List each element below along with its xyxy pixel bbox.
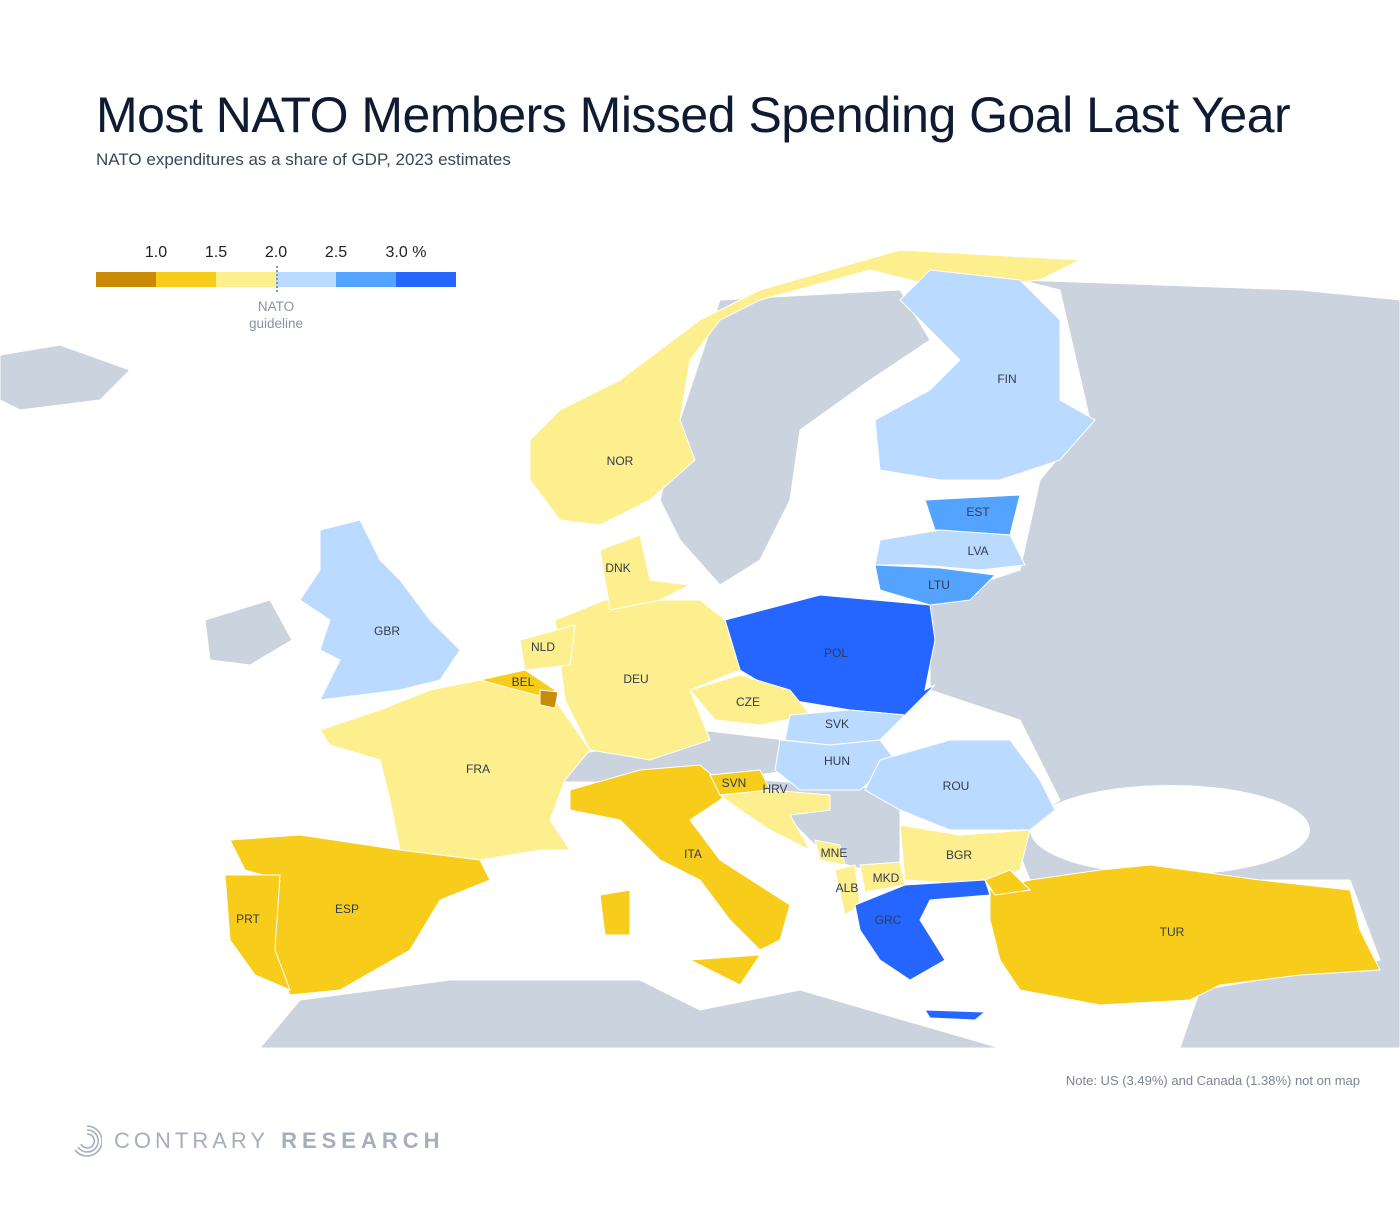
- country-fra: [319, 679, 591, 861]
- country-label-svk: SVK: [825, 717, 849, 731]
- country-lva: [874, 529, 1026, 571]
- guideline-marker: [276, 266, 278, 292]
- legend-swatch: [216, 272, 276, 287]
- country-bgr: [899, 824, 1031, 886]
- guideline-label-line2: guideline: [248, 316, 304, 331]
- country-label-svn: SVN: [722, 776, 747, 790]
- country-labels: NOR FIN EST LVA LTU POL DEU DNK NLD BEL FRA GBR ESP P…: [236, 372, 1185, 939]
- country-mne: [814, 839, 846, 866]
- country-dnk: [599, 534, 692, 611]
- non-nato-land: [0, 279, 1400, 1049]
- country-label-mkd: MKD: [873, 871, 900, 885]
- country-label-fin: FIN: [997, 372, 1016, 386]
- contrary-logo-icon: [74, 1125, 102, 1157]
- country-label-esp: ESP: [335, 902, 359, 916]
- country-label-grc: GRC: [875, 913, 902, 927]
- non-nato-country: [659, 289, 931, 586]
- color-legend: 1.0 1.5 2.0 2.5 3.0 % NATO guideline: [96, 244, 456, 331]
- legend-swatch: [156, 272, 216, 287]
- page-title: Most NATO Members Missed Spending Goal L…: [96, 87, 1291, 143]
- country-label-prt: PRT: [236, 912, 260, 926]
- legend-tick: 1.0: [144, 244, 168, 261]
- country-label-lva: LVA: [968, 544, 989, 558]
- black-sea: [1030, 785, 1310, 875]
- country-label-ita: ITA: [684, 847, 702, 861]
- country-hrv: [718, 789, 831, 852]
- guideline-label-line1: NATO: [257, 299, 295, 314]
- non-nato-country: [204, 599, 293, 666]
- country-nor: [529, 249, 1082, 526]
- legend-tick: 1.5: [204, 244, 228, 261]
- country-label-bgr: BGR: [946, 848, 972, 862]
- country-label-deu: DEU: [623, 672, 648, 686]
- country-nld: [519, 624, 576, 671]
- country-label-fra: FRA: [466, 762, 490, 776]
- country-rou: [864, 739, 1056, 831]
- country-tur: [989, 864, 1381, 1006]
- country-prt: [224, 874, 291, 991]
- country-label-nld: NLD: [531, 640, 555, 654]
- country-ltu: [874, 564, 997, 606]
- legend-ticks: 1.0 1.5 2.0 2.5 3.0 %: [96, 244, 456, 266]
- country-label-mne: MNE: [821, 846, 848, 860]
- country-deu: [554, 599, 741, 761]
- non-nato-country: [258, 979, 1001, 1049]
- brand-logo: CONTRARY RESEARCH: [72, 1124, 445, 1158]
- country-gbr: [299, 519, 461, 701]
- page-subtitle: NATO expenditures as a share of GDP, 202…: [96, 150, 511, 169]
- legend-tick: 2.5: [324, 244, 348, 261]
- country-label-hrv: HRV: [762, 782, 787, 796]
- country-lux: [539, 689, 559, 709]
- legend-swatch: [336, 272, 396, 287]
- country-label-ltu: LTU: [928, 578, 950, 592]
- guideline-label: NATO guideline: [249, 298, 303, 332]
- nato-countries: [224, 249, 1381, 1021]
- country-label-rou: ROU: [943, 779, 970, 793]
- legend-swatch: [396, 272, 456, 287]
- legend-tick: 2.0: [264, 244, 288, 261]
- legend-swatch: [276, 272, 336, 287]
- footnote: Note: US (3.49%) and Canada (1.38%) not …: [1065, 1073, 1360, 1088]
- brand-name-light: CONTRARY: [114, 1128, 270, 1153]
- country-label-dnk: DNK: [605, 561, 630, 575]
- country-grc: [854, 879, 991, 981]
- brand-name-bold: RESEARCH: [281, 1128, 445, 1153]
- country-label-pol: POL: [824, 646, 848, 660]
- legend-swatch: [96, 272, 156, 287]
- country-label-cze: CZE: [736, 695, 760, 709]
- country-tur: [984, 869, 1032, 896]
- country-fin: [874, 269, 1096, 481]
- legend-tick: 3.0 %: [385, 244, 427, 261]
- country-label-gbr: GBR: [374, 624, 400, 638]
- country-grc: [924, 1009, 987, 1021]
- non-nato-country: [0, 344, 131, 411]
- country-label-hun: HUN: [824, 754, 850, 768]
- country-label-tur: TUR: [1160, 925, 1185, 939]
- country-ita: [599, 889, 631, 936]
- country-label-bel: BEL: [512, 675, 535, 689]
- country-label-est: EST: [966, 505, 990, 519]
- legend-color-bar: [96, 272, 456, 287]
- country-ita: [688, 954, 761, 986]
- country-label-nor: NOR: [607, 454, 634, 468]
- country-label-alb: ALB: [836, 881, 859, 895]
